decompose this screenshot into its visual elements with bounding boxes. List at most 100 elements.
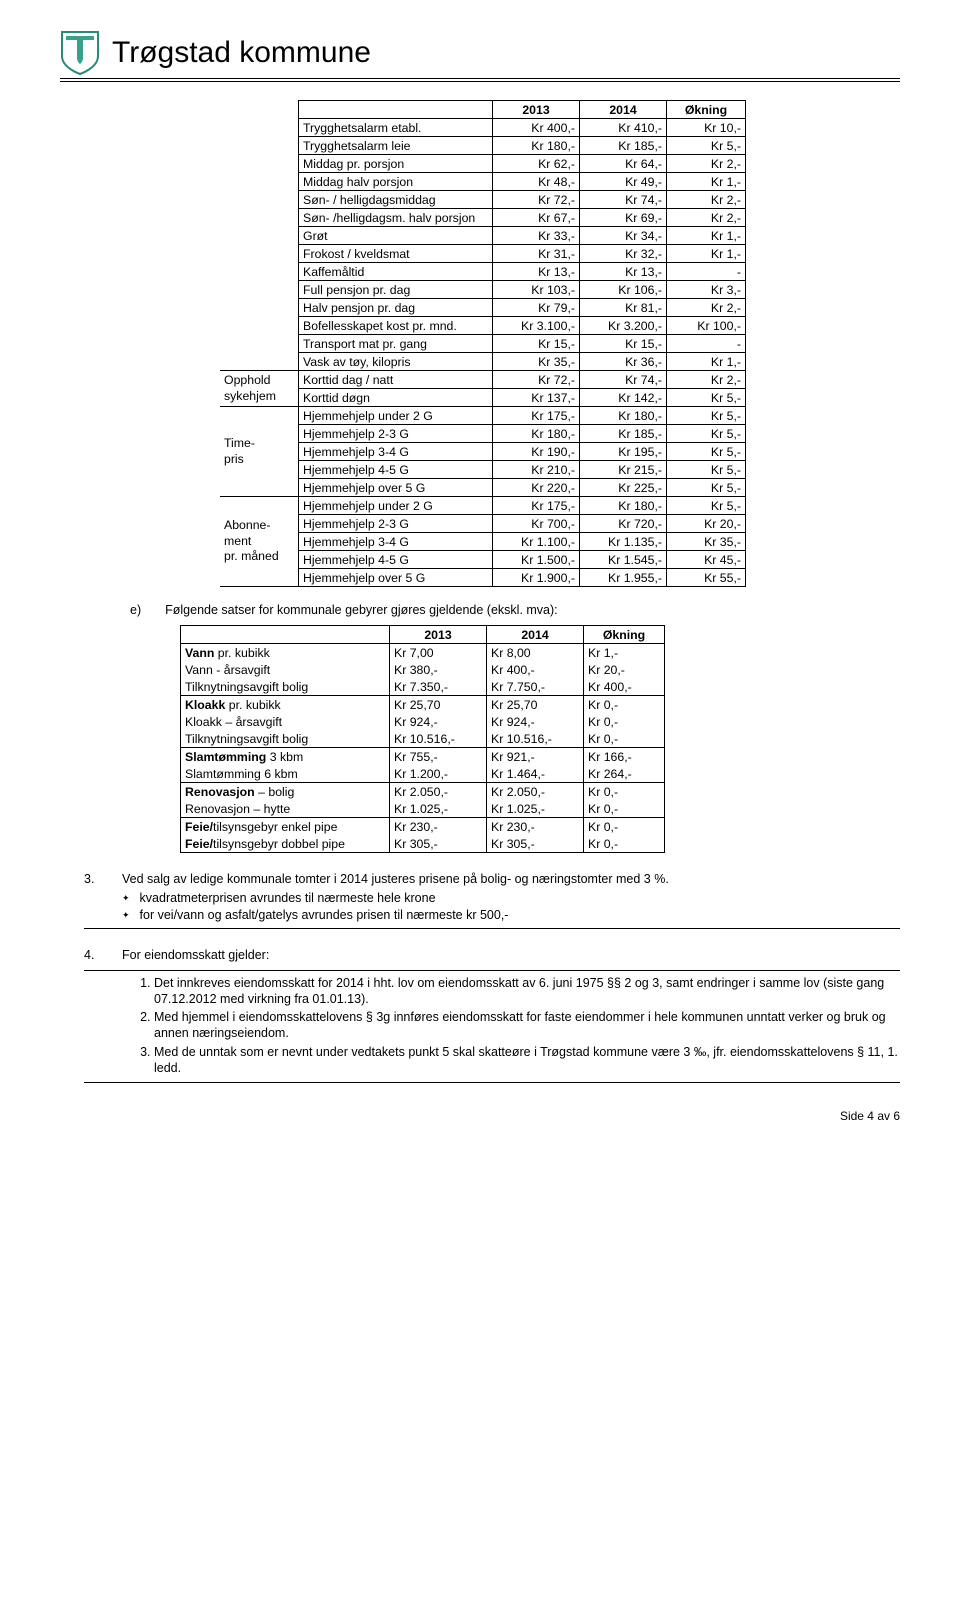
table-row: Hjemmehjelp over 5 GKr 1.900,-Kr 1.955,-… [220,569,746,587]
table-row: KaffemåltidKr 13,-Kr 13,-- [220,263,746,281]
table-cell: Hjemmehjelp 3-4 G [299,533,493,551]
table-cell: Kr 400,- [493,119,580,137]
table-cell: Kr 137,- [493,389,580,407]
table-cell: Hjemmehjelp under 2 G [299,497,493,515]
table-cell: Kr 0,- [584,818,665,836]
table-row: Vask av tøy, kiloprisKr 35,-Kr 36,-Kr 1,… [220,353,746,371]
table-cell: Kr 0,- [584,783,665,801]
table-cell: Kr 34,- [580,227,667,245]
table-cell: Kr 5,- [667,461,746,479]
table-cell: Kr 195,- [580,443,667,461]
table-row: Time-prisHjemmehjelp under 2 GKr 175,-Kr… [220,407,746,425]
table-cell: Feie/tilsynsgebyr dobbel pipe [181,835,390,853]
page-header: Trøgstad kommune [60,30,900,76]
table-cell: Kr 3,- [667,281,746,299]
table-cell: Kaffemåltid [299,263,493,281]
table-cell: Kr 69,- [580,209,667,227]
table-cell: Kr 5,- [667,137,746,155]
table-cell: Kr 106,- [580,281,667,299]
table-row: GrøtKr 33,-Kr 34,-Kr 1,- [220,227,746,245]
section-e-letter: e) [130,603,141,617]
table-cell: Kr 35,- [493,353,580,371]
table-cell: Frokost / kveldsmat [299,245,493,263]
page-footer: Side 4 av 6 [60,1109,900,1123]
table-cell: Kr 10.516,- [390,730,487,748]
table-cell: Kr 49,- [580,173,667,191]
item-4-ordered-list: Det innkreves eiendomsskatt for 2014 i h… [132,975,900,1077]
item-3-bullets: kvadratmeterprisen avrundes til nærmeste… [122,890,669,924]
table-cell: Kr 1.900,- [493,569,580,587]
col-2014: 2014 [580,101,667,119]
table-cell: Trygghetsalarm etabl. [299,119,493,137]
table-row: Full pensjon pr. dagKr 103,-Kr 106,-Kr 3… [220,281,746,299]
table-cell: Kr 32,- [580,245,667,263]
table-cell: Slamtømming 3 kbm [181,748,390,766]
table-cell: Kr 305,- [390,835,487,853]
table-row: Vann pr. kubikkKr 7,00Kr 8,00Kr 1,- [181,644,665,662]
table-cell: Kr 1.500,- [493,551,580,569]
table-cell: Kr 400,- [487,661,584,678]
row-group-label: Oppholdsykehjem [220,371,299,407]
table-row: Feie/tilsynsgebyr dobbel pipeKr 305,-Kr … [181,835,665,853]
table-cell: Kr 67,- [493,209,580,227]
table-cell: Kr 7.750,- [487,678,584,696]
table-cell: Renovasjon – hytte [181,800,390,818]
table-row: Søn- /helligdagsm. halv porsjonKr 67,-Kr… [220,209,746,227]
table-cell: Trygghetsalarm leie [299,137,493,155]
table-cell: Kr 305,- [487,835,584,853]
table-cell: Tilknytningsavgift bolig [181,678,390,696]
table-cell: Kr 0,- [584,800,665,818]
table-cell: Kr 180,- [580,407,667,425]
municipal-logo-icon [60,30,100,76]
table-cell: Søn- / helligdagsmiddag [299,191,493,209]
table-row: Slamtømming 6 kbmKr 1.200,-Kr 1.464,-Kr … [181,765,665,783]
table-cell: Kr 3.100,- [493,317,580,335]
table-cell: Kr 13,- [580,263,667,281]
table-cell: Kr 5,- [667,443,746,461]
table-cell: Kr 5,- [667,479,746,497]
table-cell: Kr 10.516,- [487,730,584,748]
table-cell: Korttid døgn [299,389,493,407]
table-cell: Kr 20,- [667,515,746,533]
table-cell: Kr 35,- [667,533,746,551]
price-table: 2013 2014 Økning Trygghetsalarm etabl.Kr… [220,100,746,587]
table-cell: Hjemmehjelp 2-3 G [299,425,493,443]
table-cell: Kr 5,- [667,425,746,443]
table-cell: Kr 2,- [667,155,746,173]
table-cell: Kr 1.025,- [390,800,487,818]
table-row: Bofellesskapet kost pr. mnd.Kr 3.100,-Kr… [220,317,746,335]
col-2013: 2013 [493,101,580,119]
table-cell: Feie/tilsynsgebyr enkel pipe [181,818,390,836]
table-cell: Kr 2.050,- [487,783,584,801]
table-cell: Kr 5,- [667,407,746,425]
table-row: Middag pr. porsjonKr 62,-Kr 64,-Kr 2,- [220,155,746,173]
table-cell: Kr 3.200,- [580,317,667,335]
table-cell: Kloakk – årsavgift [181,713,390,730]
table-cell: Kloakk pr. kubikk [181,696,390,714]
table-cell: Kr 1.955,- [580,569,667,587]
table-cell: Halv pensjon pr. dag [299,299,493,317]
table-cell: Kr 100,- [667,317,746,335]
table-row: OppholdsykehjemKorttid dag / nattKr 72,-… [220,371,746,389]
table-cell: Kr 0,- [584,730,665,748]
table-cell: Hjemmehjelp 4-5 G [299,461,493,479]
header-divider [60,78,900,82]
table-cell: Kr 48,- [493,173,580,191]
table-row: Trygghetsalarm leieKr 180,-Kr 185,-Kr 5,… [220,137,746,155]
table-cell: Kr 410,- [580,119,667,137]
table-cell: Kr 74,- [580,371,667,389]
table-cell: Kr 1.464,- [487,765,584,783]
table-cell: Kr 0,- [584,835,665,853]
table-cell: Kr 7.350,- [390,678,487,696]
table-cell: Kr 215,- [580,461,667,479]
table-cell: Full pensjon pr. dag [299,281,493,299]
table-cell: Middag halv porsjon [299,173,493,191]
fee-col-increase: Økning [584,626,665,644]
table-cell: Kr 700,- [493,515,580,533]
table-row: Hjemmehjelp 2-3 GKr 700,-Kr 720,-Kr 20,- [220,515,746,533]
list-item: Med de unntak som er nevnt under vedtake… [154,1044,900,1077]
table-cell: Vann pr. kubikk [181,644,390,662]
table-cell: Kr 15,- [580,335,667,353]
item-3-lead: Ved salg av ledige kommunale tomter i 20… [122,871,669,888]
table-row: Vann - årsavgiftKr 380,-Kr 400,-Kr 20,- [181,661,665,678]
